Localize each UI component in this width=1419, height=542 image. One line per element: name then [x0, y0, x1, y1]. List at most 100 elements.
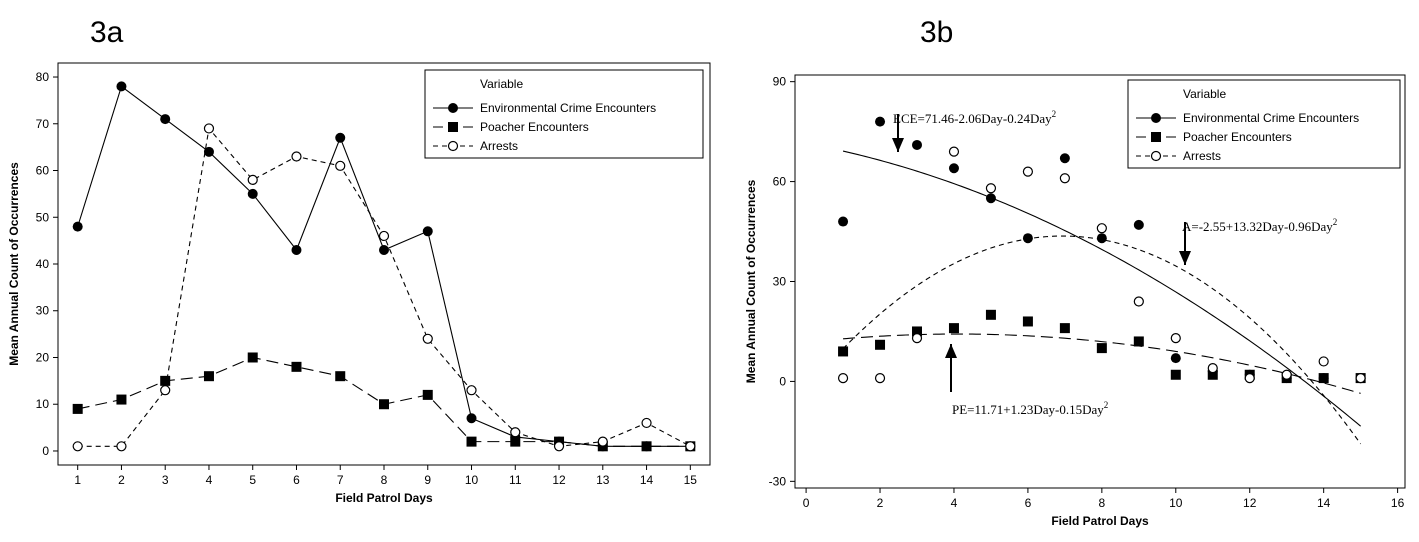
data-point	[1170, 333, 1181, 344]
data-point	[1096, 233, 1107, 244]
data-point	[837, 372, 849, 384]
y-tick-label: 0	[42, 444, 49, 458]
data-point	[378, 230, 390, 242]
data-point	[641, 417, 652, 429]
data-point	[1318, 356, 1329, 367]
y-tick-label: 30	[773, 275, 787, 289]
x-tick-label: 8	[1099, 496, 1106, 510]
y-tick-label: 0	[779, 374, 786, 388]
data-point	[911, 333, 923, 344]
data-point	[422, 389, 433, 400]
data-point	[291, 151, 302, 162]
legend-marker	[448, 103, 458, 113]
data-point	[912, 139, 922, 150]
y-tick-label: -30	[769, 474, 787, 488]
x-axis-title: Field Patrol Days	[1051, 514, 1149, 528]
x-tick-label: 10	[465, 473, 479, 487]
data-point	[335, 132, 346, 143]
x-tick-label: 6	[1025, 496, 1032, 510]
data-point	[875, 116, 886, 127]
data-point	[466, 385, 477, 396]
y-axis-title: Mean Annual Count of Occurrences	[7, 162, 21, 366]
annotation-arrow-head	[1179, 251, 1191, 265]
legend-title: Variable	[480, 77, 523, 91]
annotation-arrow-head	[892, 138, 904, 152]
data-point	[466, 413, 477, 424]
data-point	[160, 114, 171, 125]
data-point	[379, 399, 389, 410]
data-point	[72, 221, 83, 232]
legend: Variable Environmental Crime Encounters Po…	[1127, 79, 1401, 169]
x-tick-label: 12	[1243, 496, 1257, 510]
data-point	[422, 226, 433, 237]
data-point	[379, 244, 389, 255]
series-arrests	[72, 123, 696, 452]
data-point	[874, 372, 886, 384]
panel-label-3b: 3b	[920, 16, 954, 49]
data-point	[1022, 233, 1033, 244]
equation-text: A=-2.55+13.32Day-0.96Day2	[1182, 217, 1337, 234]
x-tick-label: 3	[162, 473, 169, 487]
x-tick-label: 9	[424, 473, 431, 487]
y-tick-label: 10	[36, 397, 50, 411]
legend-marker	[1151, 113, 1161, 123]
equation-text: ECE=71.46-2.06Day-0.24Day2	[893, 109, 1056, 126]
legend-label: Arrests	[1183, 149, 1221, 163]
data-point	[1133, 219, 1144, 230]
legend: Variable Environmental Crime Encounters Po…	[424, 69, 704, 159]
data-point	[1281, 369, 1292, 380]
data-point	[160, 375, 171, 386]
x-tick-label: 15	[684, 473, 698, 487]
data-point	[203, 123, 215, 134]
equation-annotation: PE=11.71+1.23Day-0.15Day2	[945, 344, 1108, 417]
data-point	[466, 436, 477, 447]
data-point	[985, 309, 996, 320]
y-tick-label: 50	[36, 210, 50, 224]
y-tick-label: 80	[36, 70, 50, 84]
x-tick-label: 12	[552, 473, 566, 487]
x-tick-label: 7	[337, 473, 344, 487]
x-tick-label: 2	[877, 496, 884, 510]
annotation-arrow-head	[945, 344, 957, 358]
data-point	[1059, 323, 1070, 334]
data-point	[510, 436, 521, 447]
legend-box	[1127, 79, 1401, 169]
data-point	[510, 427, 521, 438]
x-tick-label: 16	[1391, 496, 1405, 510]
data-point	[1355, 372, 1366, 384]
x-tick-label: 1	[74, 473, 81, 487]
x-tick-label: 14	[640, 473, 654, 487]
data-point	[160, 385, 171, 396]
data-point	[422, 333, 433, 344]
data-point	[1133, 296, 1144, 307]
equation-superscript: 2	[1052, 109, 1057, 119]
equation-annotation: A=-2.55+13.32Day-0.96Day2	[1179, 217, 1337, 265]
data-point	[912, 326, 922, 337]
x-tick-label: 13	[596, 473, 610, 487]
data-point	[116, 394, 127, 405]
x-tick-label: 11	[509, 473, 522, 487]
x-tick-label: 4	[206, 473, 213, 487]
x-tick-label: 6	[293, 473, 300, 487]
equation-text: PE=11.71+1.23Day-0.15Day2	[952, 400, 1108, 417]
fit-curve	[842, 150, 1361, 427]
data-point	[203, 146, 214, 157]
data-point	[985, 183, 997, 194]
equation-main: PE=11.71+1.23Day-0.15Day	[952, 402, 1104, 417]
fit-curve	[842, 235, 1362, 445]
legend-marker	[448, 122, 458, 132]
data-point	[875, 339, 886, 350]
data-point	[335, 371, 346, 382]
legend-marker	[447, 140, 459, 152]
data-point	[247, 188, 258, 199]
panel-label-3a: 3a	[90, 16, 124, 49]
x-tick-label: 10	[1169, 496, 1183, 510]
legend-marker	[1151, 132, 1161, 142]
data-point	[1059, 173, 1070, 184]
data-point	[1022, 166, 1034, 177]
data-point	[641, 441, 652, 452]
x-tick-label: 5	[249, 473, 256, 487]
data-point	[838, 346, 849, 357]
x-tick-label: 4	[951, 496, 958, 510]
